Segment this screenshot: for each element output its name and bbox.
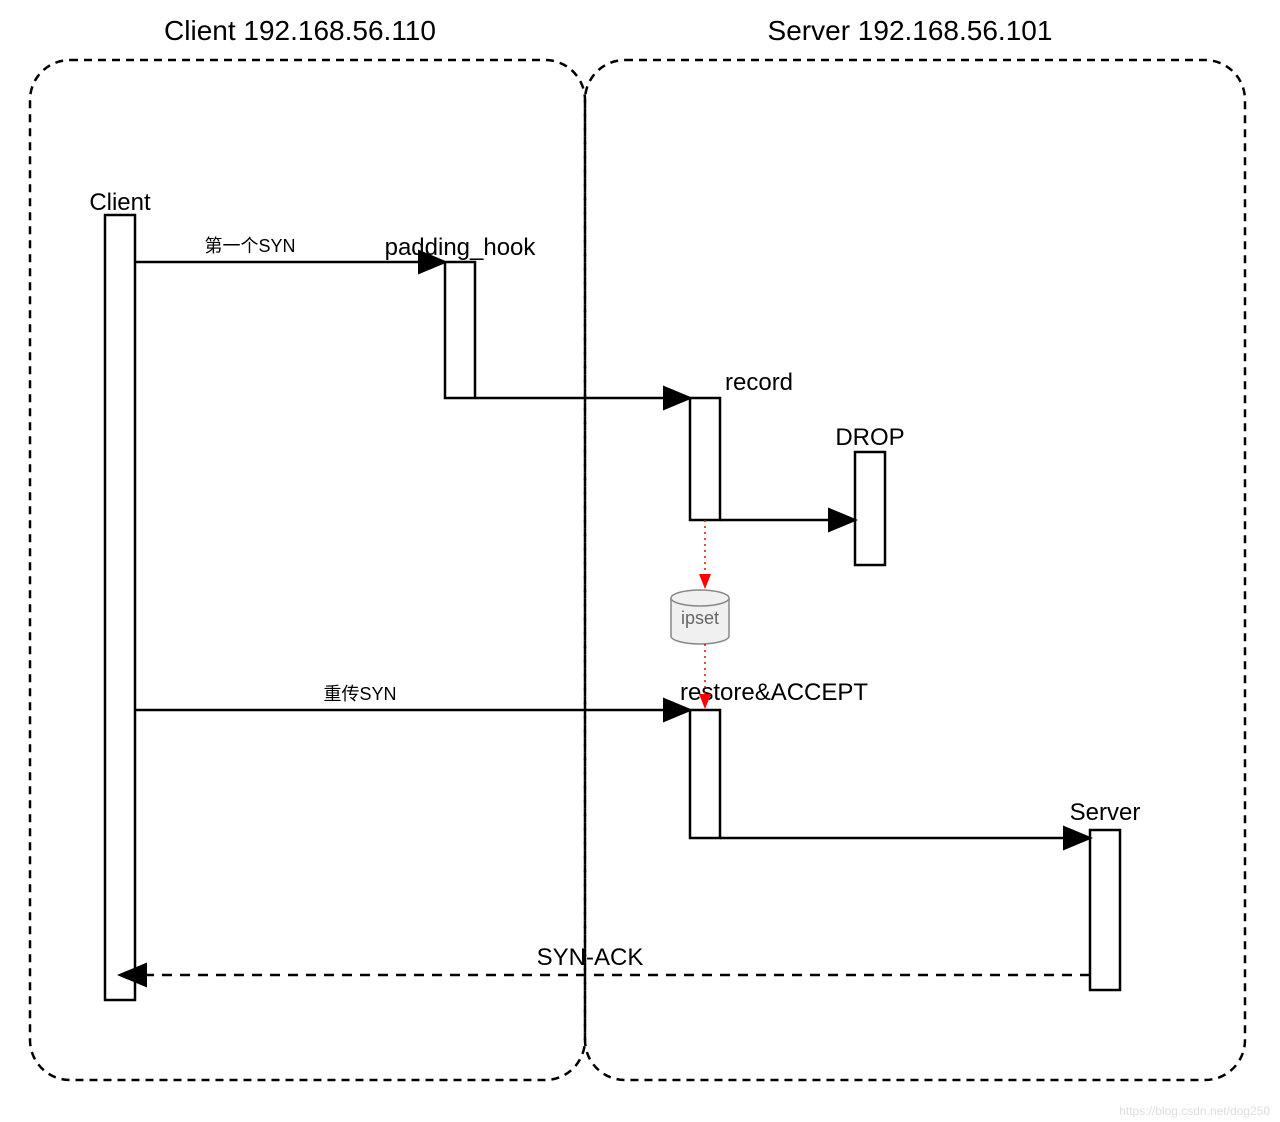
server-group-box <box>585 60 1245 1080</box>
client-lifeline-label: Client <box>89 189 151 216</box>
drop-label: DROP <box>835 424 904 451</box>
server-lifeline-box <box>1090 830 1120 990</box>
record-box <box>690 398 720 520</box>
drop-box <box>855 452 885 565</box>
server-lifeline-label: Server <box>1070 799 1141 826</box>
restore-label: restore&ACCEPT <box>680 679 868 706</box>
ipset-cylinder: ipset <box>671 590 729 644</box>
server-group-title: Server 192.168.56.101 <box>768 15 1053 46</box>
watermark: https://blog.csdn.net/dog250 <box>1119 1104 1270 1118</box>
record-label: record <box>725 369 793 396</box>
restore-box <box>690 710 720 838</box>
client-lifeline-box <box>105 215 135 1000</box>
padding-hook-label: padding_hook <box>385 234 537 261</box>
arrow-first-syn-label: 第一个SYN <box>204 236 295 256</box>
ipset-label: ipset <box>681 608 719 628</box>
arrow-retrans-syn-label: 重传SYN <box>323 684 396 704</box>
arrow-syn-ack-label: SYN-ACK <box>537 944 644 971</box>
sequence-diagram: Client 192.168.56.110 Server 192.168.56.… <box>0 0 1280 1122</box>
client-group-title: Client 192.168.56.110 <box>164 15 436 46</box>
padding-hook-box <box>445 262 475 398</box>
